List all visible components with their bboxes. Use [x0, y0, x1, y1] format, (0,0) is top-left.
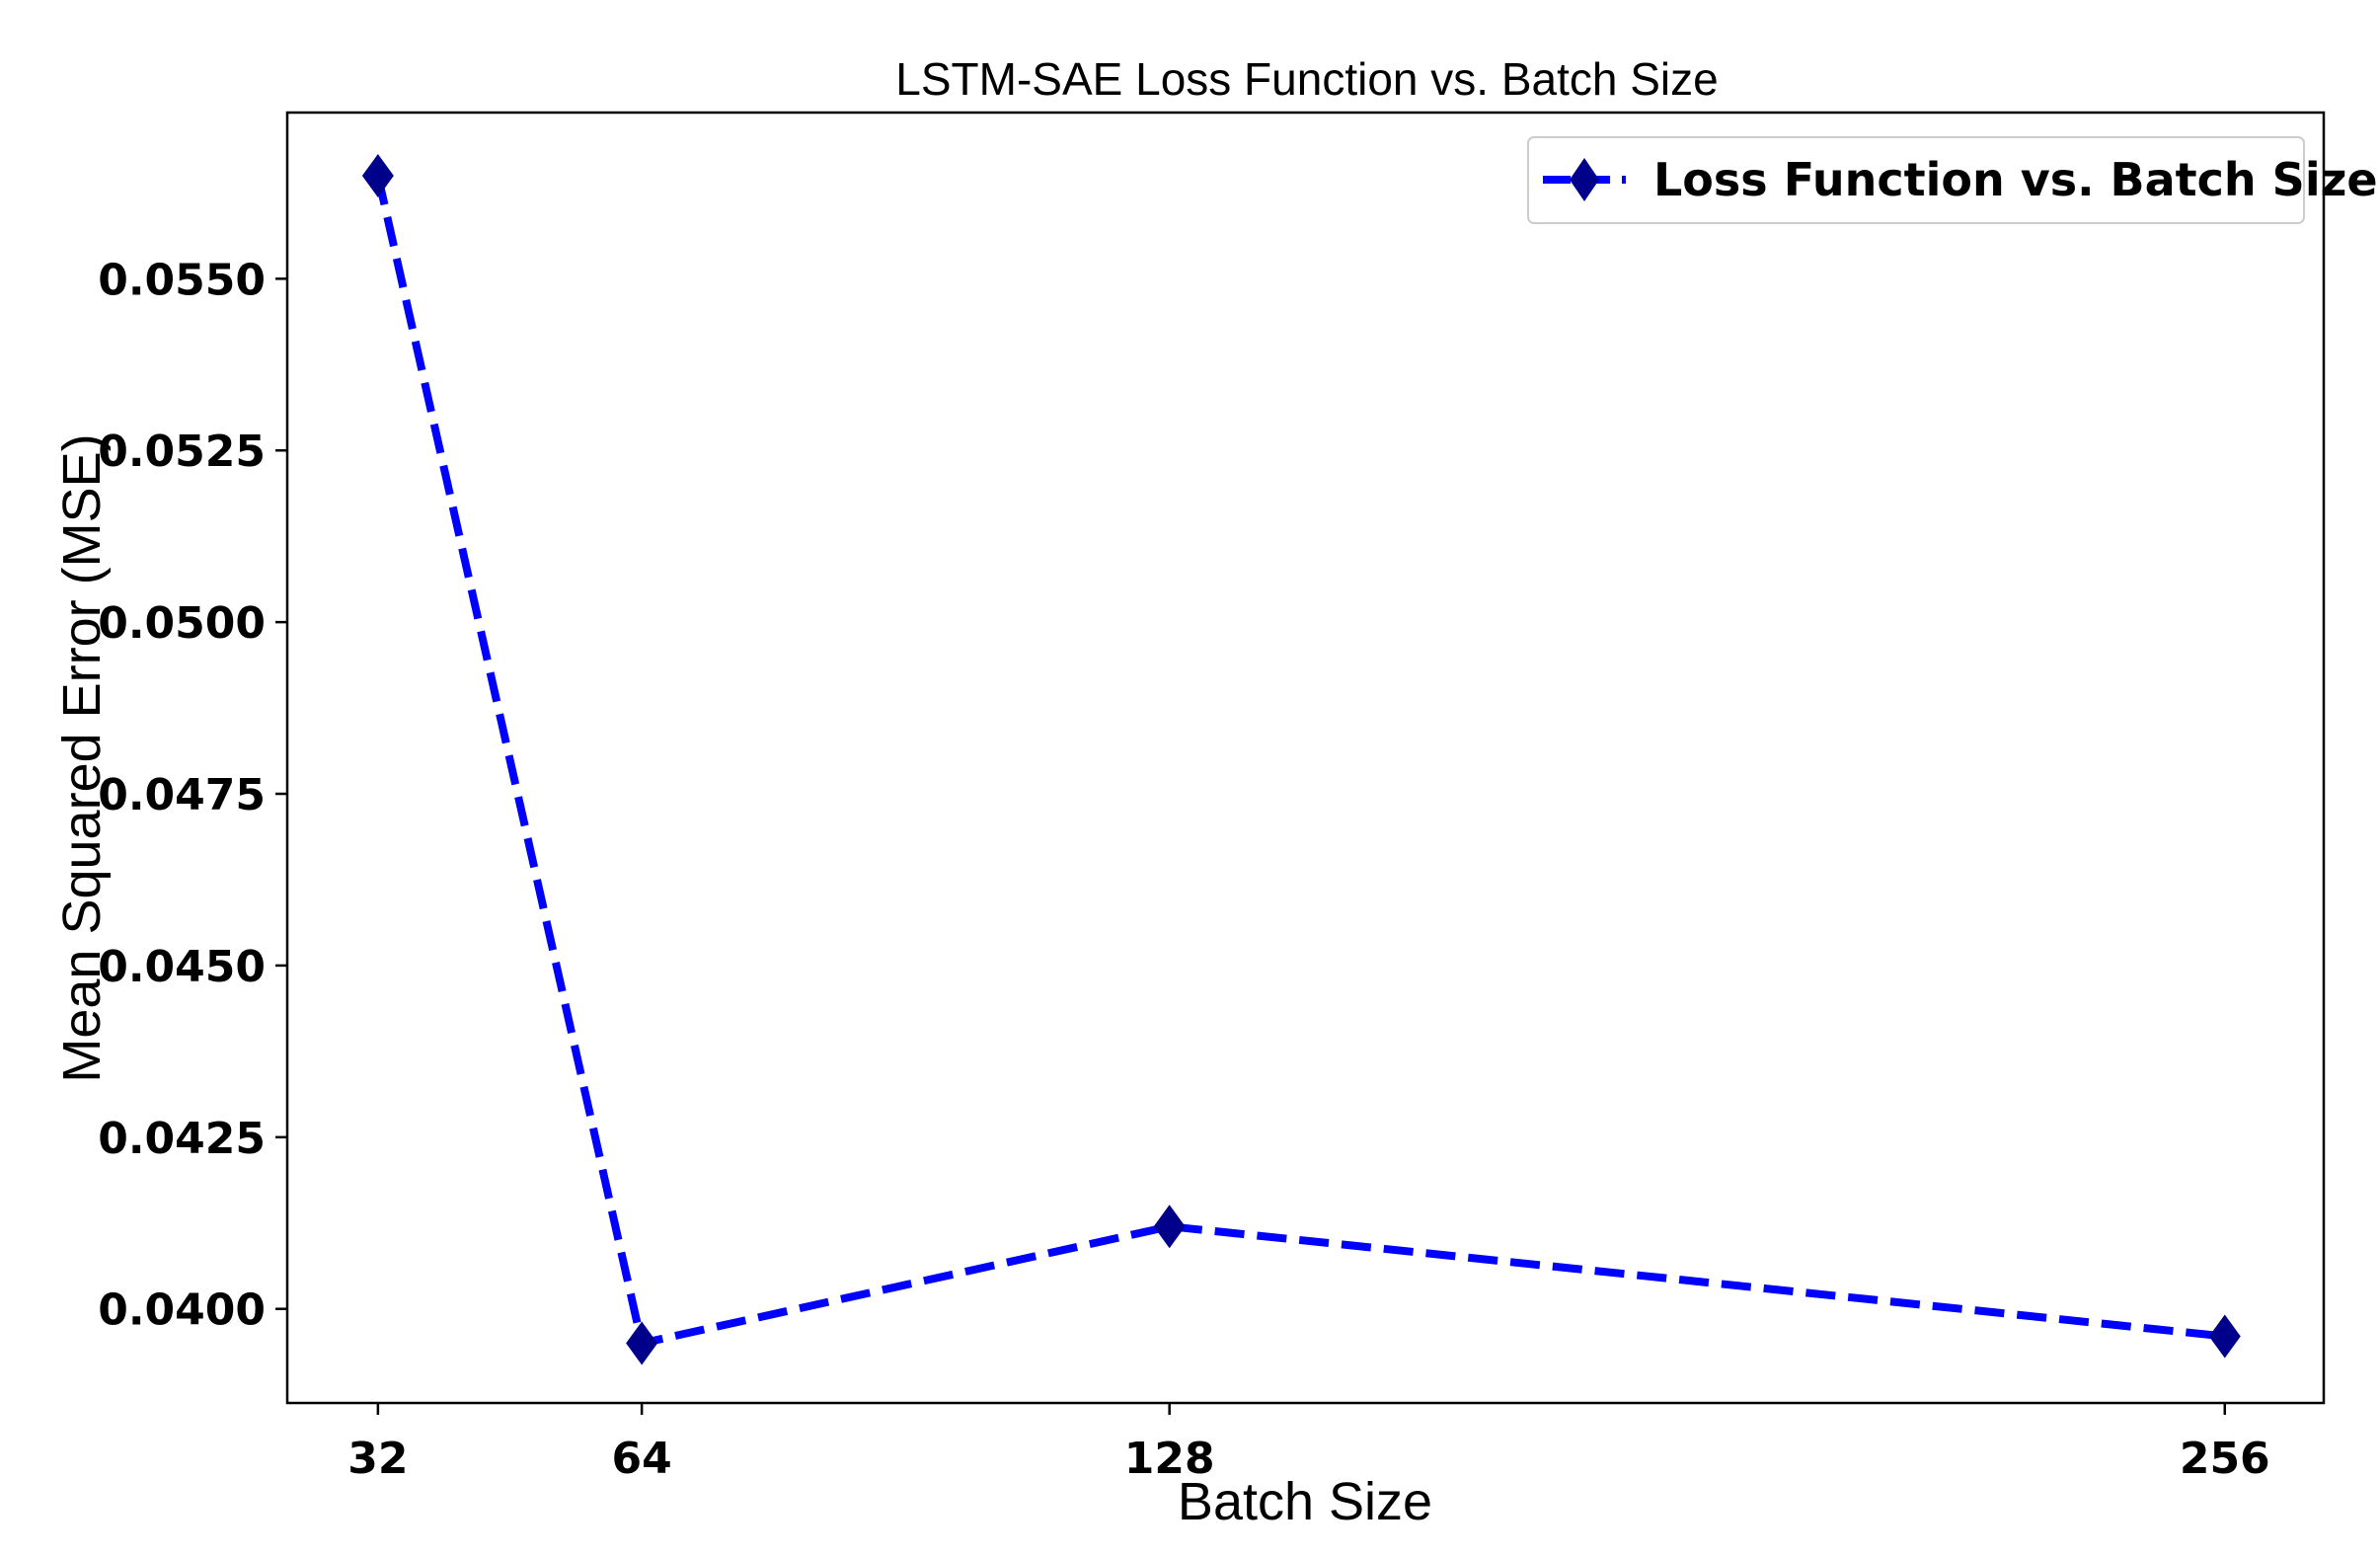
legend: Loss Function vs. Batch Size	[1527, 136, 2378, 224]
legend-diamond-marker	[1570, 158, 1599, 201]
y-tick-label: 0.0425	[98, 1114, 266, 1164]
y-tick-label: 0.0550	[98, 255, 266, 305]
data-point-marker	[2208, 1314, 2241, 1359]
y-tick-label: 0.0475	[98, 770, 266, 820]
legend-label: Loss Function vs. Batch Size	[1653, 153, 2378, 206]
x-tick-label: 128	[1124, 1434, 1215, 1484]
y-tick-label: 0.0500	[98, 598, 266, 649]
x-tick-label: 64	[612, 1434, 672, 1484]
title-layer: LSTM-SAE Loss Function vs. Batch Size	[895, 53, 1718, 105]
plot-frame	[285, 111, 2326, 1405]
axis-labels: Batch Size Mean Squared Error (MSE)	[52, 433, 1432, 1531]
chart-title: LSTM-SAE Loss Function vs. Batch Size	[895, 53, 1718, 105]
data-point-marker	[626, 1321, 658, 1365]
y-tick-label: 0.0450	[98, 942, 266, 992]
legend-box	[1527, 136, 2305, 224]
data-point-marker	[361, 153, 394, 197]
axes	[285, 111, 2326, 1405]
ticks: 32 64 128 256 0.0400 0.0425 0.0450 0.0475 0.0500…	[98, 255, 2269, 1484]
plot-area	[361, 153, 2241, 1365]
y-tick-label: 0.0400	[98, 1285, 266, 1336]
x-axis-label: Batch Size	[1178, 1472, 1432, 1531]
series-line	[373, 175, 2226, 1348]
y-tick-label: 0.0525	[98, 427, 266, 477]
x-tick-label: 256	[2180, 1434, 2270, 1484]
data-point-marker	[1153, 1205, 1186, 1249]
y-axis-label: Mean Squared Error (MSE)	[52, 433, 112, 1082]
x-tick-label: 32	[347, 1434, 408, 1484]
